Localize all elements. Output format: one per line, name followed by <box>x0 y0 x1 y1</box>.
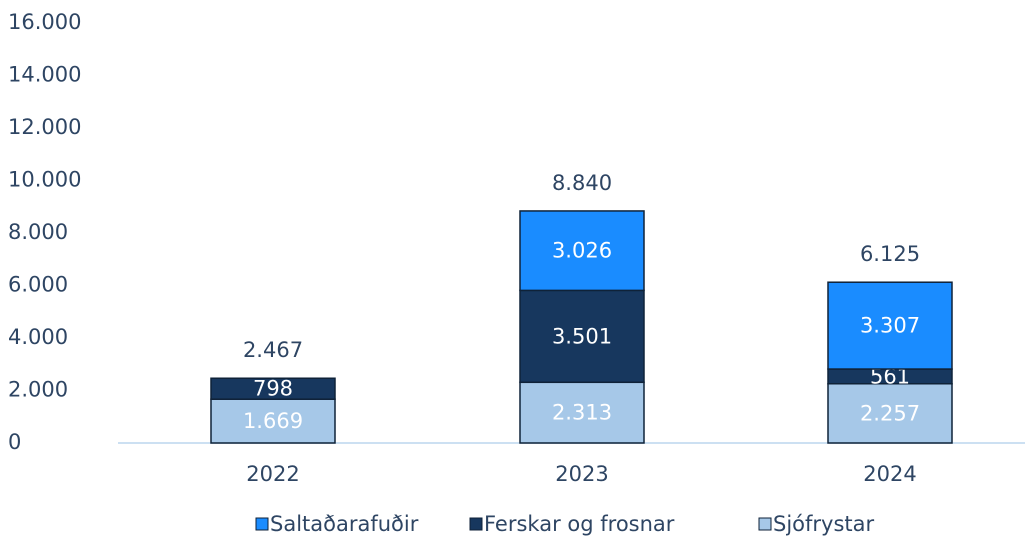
y-tick-label: 2.000 <box>8 378 68 402</box>
y-tick-label: 14.000 <box>8 63 81 87</box>
data-label: 2.257 <box>860 401 920 425</box>
bar-segment <box>519 210 645 292</box>
y-tick-label: 0 <box>8 430 21 454</box>
legend-swatch <box>255 517 269 531</box>
data-label: 3.501 <box>552 324 612 348</box>
legend-label: Sjófrystar <box>773 512 875 536</box>
legend-swatch <box>758 517 772 531</box>
bar-segment <box>827 281 953 370</box>
bar-segment <box>519 289 645 384</box>
legend-label: Saltaðarafuðir <box>270 512 419 536</box>
total-label: 8.840 <box>552 171 612 195</box>
y-tick-label: 8.000 <box>8 220 68 244</box>
bar-segment <box>210 377 336 400</box>
data-label: 798 <box>253 377 293 401</box>
y-tick-label: 6.000 <box>8 273 68 297</box>
y-tick-label: 10.000 <box>8 168 81 192</box>
x-tick-label: 2023 <box>555 462 608 486</box>
y-tick-label: 4.000 <box>8 325 68 349</box>
data-label: 3.026 <box>552 239 612 263</box>
bar-segment <box>519 381 645 444</box>
data-label: 3.307 <box>860 314 920 338</box>
y-tick-label: 12.000 <box>8 115 81 139</box>
data-label: 2.313 <box>552 401 612 425</box>
total-label: 2.467 <box>243 338 303 362</box>
y-tick-label: 16.000 <box>8 10 81 34</box>
data-label: 1.669 <box>243 409 303 433</box>
legend-swatch <box>469 517 483 531</box>
legend-label: Ferskar og frosnar <box>484 512 675 536</box>
x-tick-label: 2022 <box>246 462 299 486</box>
total-label: 6.125 <box>860 242 920 266</box>
bar-segment <box>210 398 336 444</box>
x-tick-label: 2024 <box>863 462 916 486</box>
bar-segment <box>827 383 953 444</box>
